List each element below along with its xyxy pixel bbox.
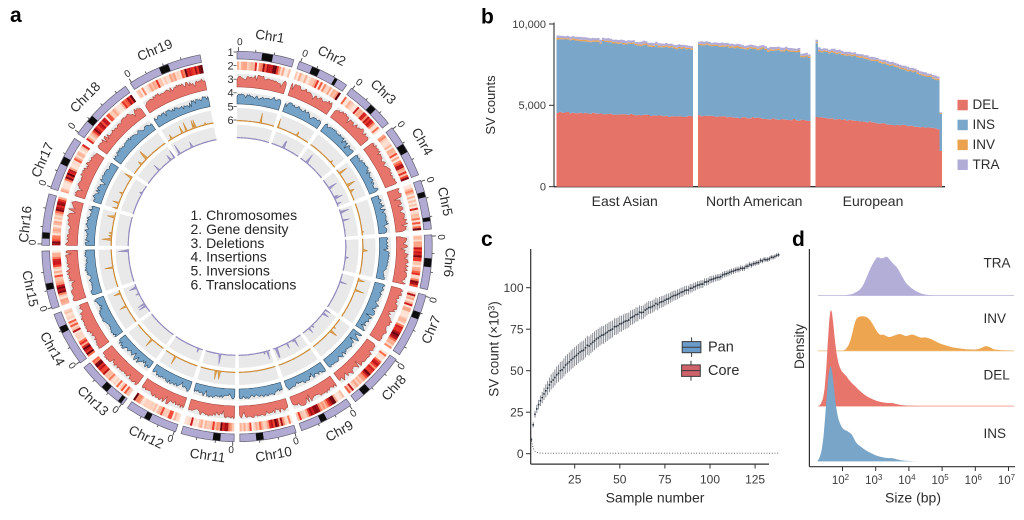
svg-text:5: 5 bbox=[227, 101, 233, 113]
svg-text:25: 25 bbox=[510, 405, 524, 419]
svg-text:75: 75 bbox=[510, 322, 524, 336]
svg-text:b: b bbox=[481, 6, 494, 29]
svg-text:0: 0 bbox=[237, 37, 243, 48]
svg-text:4: 4 bbox=[227, 88, 233, 100]
svg-text:1: 1 bbox=[227, 47, 233, 59]
svg-text:North American: North American bbox=[706, 193, 802, 209]
svg-text:25: 25 bbox=[568, 473, 582, 487]
svg-text:75: 75 bbox=[658, 473, 672, 487]
svg-text:2: 2 bbox=[227, 61, 233, 73]
svg-text:DEL: DEL bbox=[984, 368, 1011, 383]
svg-text:6. Translocations: 6. Translocations bbox=[191, 277, 297, 293]
svg-text:6: 6 bbox=[227, 115, 233, 127]
svg-text:TRA: TRA bbox=[973, 157, 1000, 172]
svg-text:0: 0 bbox=[228, 445, 234, 456]
svg-text:Sample number: Sample number bbox=[606, 490, 705, 506]
svg-text:c: c bbox=[481, 228, 493, 251]
svg-text:10,000: 10,000 bbox=[512, 19, 546, 31]
svg-text:a: a bbox=[10, 4, 22, 27]
svg-text:INV: INV bbox=[984, 311, 1007, 326]
svg-text:TRA: TRA bbox=[984, 256, 1011, 271]
svg-text:Core: Core bbox=[708, 363, 739, 379]
svg-text:0: 0 bbox=[435, 234, 446, 241]
svg-text:INS: INS bbox=[973, 117, 996, 132]
svg-text:Density: Density bbox=[792, 324, 807, 369]
svg-text:d: d bbox=[792, 228, 805, 251]
svg-text:50: 50 bbox=[613, 473, 627, 487]
svg-text:European: European bbox=[843, 193, 904, 209]
svg-text:SV counts: SV counts bbox=[483, 75, 498, 135]
svg-text:Pan: Pan bbox=[708, 339, 734, 355]
svg-text:DEL: DEL bbox=[973, 97, 1000, 112]
svg-text:125: 125 bbox=[745, 473, 765, 487]
svg-text:3: 3 bbox=[227, 74, 233, 86]
svg-text:INV: INV bbox=[973, 137, 996, 152]
svg-text:100: 100 bbox=[503, 281, 523, 295]
svg-text:East Asian: East Asian bbox=[592, 193, 658, 209]
svg-text:SV count (×103): SV count (×103) bbox=[487, 301, 502, 396]
svg-text:5,000: 5,000 bbox=[518, 100, 546, 112]
svg-text:Size (bp): Size (bp) bbox=[885, 490, 941, 506]
svg-text:0: 0 bbox=[517, 447, 524, 461]
svg-text:INS: INS bbox=[984, 426, 1007, 441]
svg-text:100: 100 bbox=[700, 473, 720, 487]
svg-text:0: 0 bbox=[540, 182, 546, 194]
svg-text:Chr6: Chr6 bbox=[441, 247, 458, 277]
svg-text:50: 50 bbox=[510, 364, 524, 378]
